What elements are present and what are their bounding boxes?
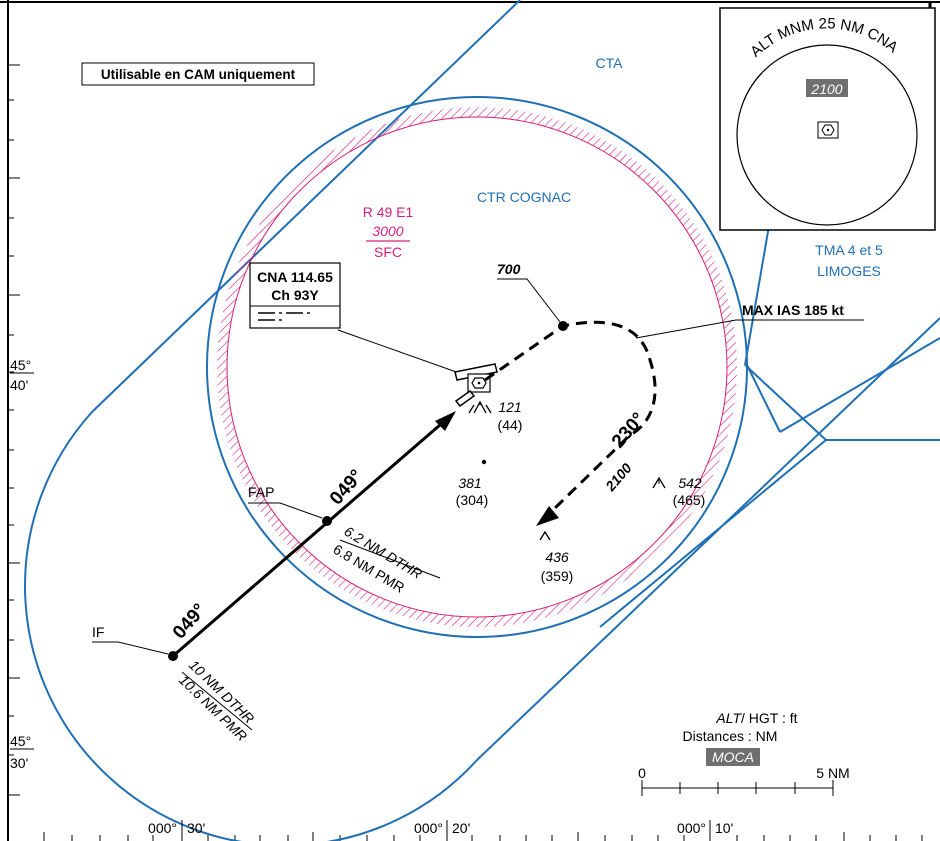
navaid-leader (337, 329, 463, 375)
vor-icon (454, 363, 498, 408)
navaid-box (249, 262, 341, 329)
cam-note-box (81, 62, 315, 86)
lon-3-deg: 000° (677, 820, 706, 836)
ctr-label: CTR COGNAC (477, 189, 571, 205)
scale-zero: 0 (638, 765, 646, 781)
if-track-label: 049° (169, 600, 211, 643)
fap-fix (322, 516, 332, 526)
lat-1-min: 40' (10, 377, 28, 393)
lat-1-deg: 45° (10, 357, 31, 373)
fap-leader (248, 502, 323, 519)
restricted-lower: SFC (374, 244, 402, 260)
tma-label-1: TMA 4 et 5 (815, 242, 883, 258)
obstacle-2-alt: 381 (458, 475, 481, 491)
tma-boundary (599, 219, 940, 628)
final-track (172, 416, 449, 658)
if-leader (92, 641, 169, 655)
lon-2-deg: 000° (414, 820, 443, 836)
legend-hgt: / HGT : ft (741, 710, 798, 726)
cta-label: CTA (596, 55, 624, 71)
lon-1-min: 30' (187, 820, 205, 836)
msa-value-box (806, 79, 848, 97)
obstacle-4-icon (652, 476, 666, 489)
turn-path (484, 320, 657, 510)
fap-dist-line (339, 539, 441, 579)
restricted-area-inner (226, 116, 728, 618)
if-label: IF (92, 624, 104, 640)
obstacle-2-hgt: (304) (456, 492, 489, 508)
legend-distances: Distances : NM (683, 728, 778, 744)
fap-label: FAP (248, 484, 274, 500)
msa-value: 2100 (810, 81, 842, 97)
obstacle-3-hgt: (359) (541, 568, 574, 584)
morse-icon (258, 312, 310, 321)
final-track-arrow (435, 411, 456, 431)
legend-moca: MOCA (712, 749, 754, 765)
scale-five: 5 NM (816, 765, 849, 781)
turn-alt-leader (497, 278, 561, 323)
lon-1-deg: 000° (148, 820, 177, 836)
outbound-arrow (536, 506, 559, 526)
obstacle-4-alt: 542 (678, 475, 702, 491)
tma-boundary-b (746, 364, 781, 433)
lon-3-min: 10' (715, 820, 733, 836)
obstacle-4-hgt: (465) (673, 492, 706, 508)
obstacle-3-alt: 436 (545, 549, 569, 565)
obstacle-1-alt: 121 (498, 399, 521, 415)
navaid-channel: Ch 93Y (271, 287, 319, 303)
if-dist-line (181, 671, 253, 731)
if-fix (168, 651, 178, 661)
msa-vor-icon (817, 121, 839, 139)
cam-note: Utilisable en CAM uniquement (101, 67, 296, 82)
left-edge-ticks (8, 64, 20, 796)
msa-box (719, 7, 936, 231)
navaid-name: CNA 114.65 (257, 269, 333, 285)
cta-boundary (24, 0, 940, 841)
legend-alt: ALT (715, 710, 742, 726)
msa-circle (736, 44, 918, 226)
ctr-boundary (206, 96, 748, 638)
lon-2-min: 20' (452, 820, 470, 836)
obstacle-1-hgt: (44) (498, 417, 523, 433)
legend-moca-box (706, 748, 760, 766)
obstacle-2-dot (481, 459, 487, 465)
lat-2-deg: 45° (10, 733, 31, 749)
restricted-upper: 3000 (372, 223, 403, 239)
lat-2-min: 30' (10, 755, 28, 771)
obstacle-icon (468, 400, 492, 414)
turn-alt: 700 (497, 261, 521, 277)
speed-limit-leader (635, 319, 864, 339)
scale-bar (641, 780, 834, 796)
restricted-name: R 49 E1 (363, 204, 414, 220)
speed-limit: MAX IAS 185 kt (742, 302, 844, 318)
obstacle-3-icon (539, 530, 551, 541)
tma-label-2: LIMOGES (817, 263, 881, 279)
